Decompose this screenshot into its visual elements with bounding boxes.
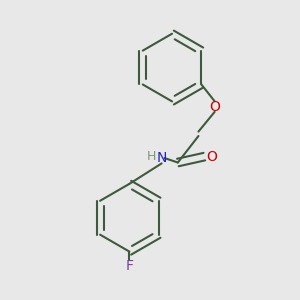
Text: H: H bbox=[147, 150, 156, 163]
Text: N: N bbox=[157, 151, 167, 165]
Text: O: O bbox=[206, 150, 217, 164]
Text: O: O bbox=[209, 100, 220, 114]
Text: F: F bbox=[125, 259, 134, 273]
